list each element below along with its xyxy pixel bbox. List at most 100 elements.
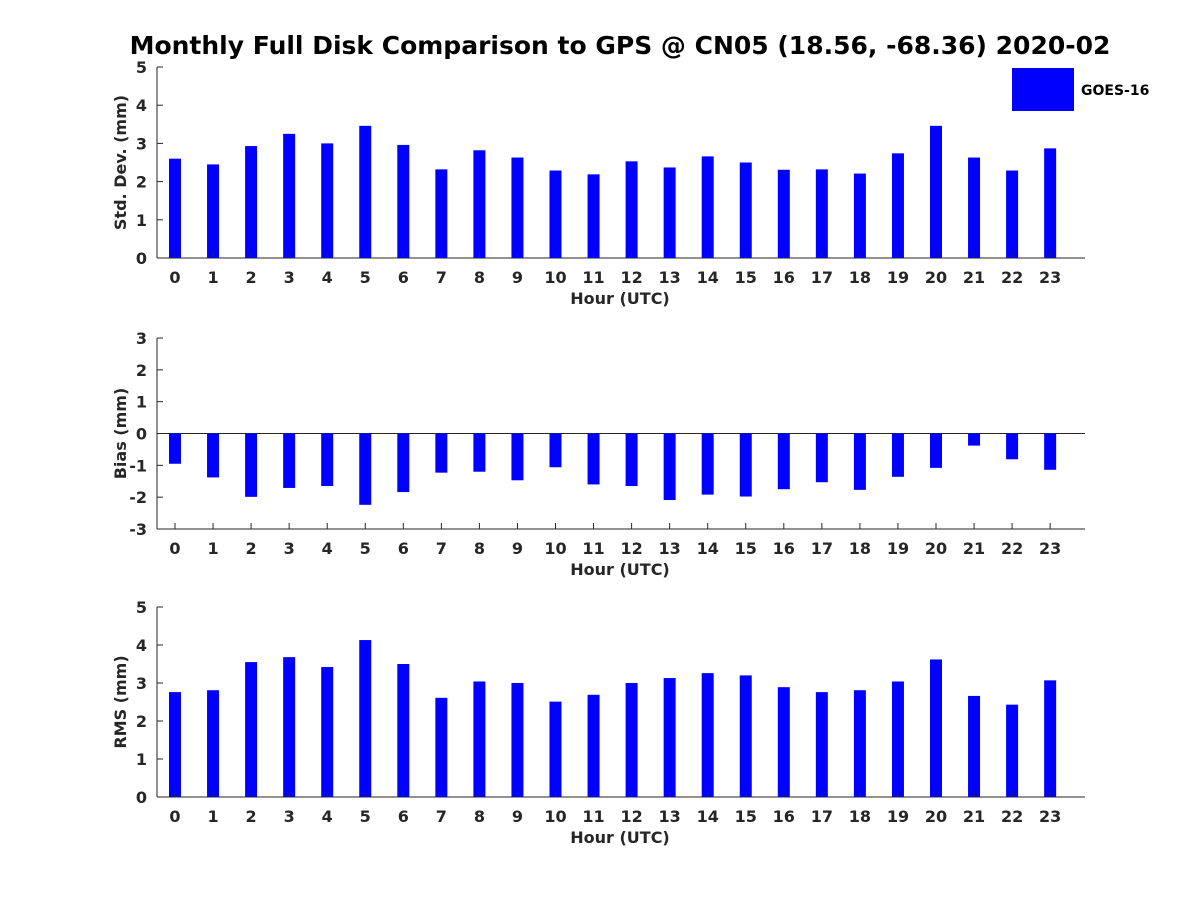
legend: GOES-16 [1012, 68, 1149, 111]
rms-x-tick-label: 17 [811, 807, 833, 826]
bias-bar-hour-14 [701, 433, 714, 495]
std-dev-y-axis-label: Std. Dev. (mm) [111, 95, 130, 230]
rms-x-tick-label: 23 [1039, 807, 1061, 826]
rms-bar-hour-20 [930, 659, 942, 797]
bias-x-tick-label: 1 [207, 539, 218, 558]
std-dev-bar-hour-1 [207, 164, 220, 258]
bias-x-tick-label: 23 [1039, 539, 1061, 558]
bias-bar-hour-10 [549, 433, 562, 468]
bias-bar-hour-1 [207, 433, 220, 478]
rms-bar-hour-14 [701, 673, 714, 797]
bias-x-tick-label: 7 [436, 539, 447, 558]
rms-bar-hour-10 [549, 701, 562, 797]
rms-x-tick-label: 4 [322, 807, 333, 826]
rms-y-tick-label: 1 [136, 750, 147, 769]
std-dev-x-tick-label: 23 [1039, 268, 1061, 287]
std-dev-bar-hour-6 [397, 144, 410, 258]
bias-bar-hour-4 [321, 433, 334, 487]
bias-x-tick-label: 6 [398, 539, 409, 558]
std-dev-bar-hour-10 [549, 170, 562, 258]
std-dev-bar-hour-0 [169, 158, 181, 258]
rms-x-tick-label: 7 [436, 807, 447, 826]
bias-x-tick-label: 16 [773, 539, 795, 558]
bias-bar-hour-13 [663, 433, 676, 501]
rms-x-tick-label: 0 [169, 807, 180, 826]
bias-bar-hour-15 [739, 433, 752, 497]
bias-x-tick-label: 8 [474, 539, 485, 558]
bias-bar-hour-5 [359, 433, 372, 505]
rms-x-tick-label: 3 [284, 807, 295, 826]
rms-x-tick-label: 9 [512, 807, 523, 826]
bias-x-tick-label: 15 [735, 539, 757, 558]
std-dev-x-tick-label: 12 [620, 268, 642, 287]
bias-x-axis-label: Hour (UTC) [570, 560, 670, 579]
rms-bar-hour-15 [739, 675, 752, 797]
std-dev-bar-hour-16 [777, 169, 790, 258]
bias-y-tick-label: -1 [129, 456, 147, 475]
rms-bar-hour-4 [321, 667, 334, 797]
rms-x-tick-label: 5 [360, 807, 371, 826]
bias-x-tick-label: 5 [360, 539, 371, 558]
std-dev-bar-hour-9 [511, 157, 524, 258]
figure-title: Monthly Full Disk Comparison to GPS @ CN… [130, 31, 1111, 60]
std-dev-bar-hour-14 [701, 156, 714, 258]
bias-x-tick-label: 11 [582, 539, 604, 558]
bias-x-tick-label: 3 [284, 539, 295, 558]
bias-y-tick-label: 0 [136, 425, 147, 444]
bias-bar-hour-18 [853, 433, 866, 490]
std-dev-bar-hour-3 [283, 133, 296, 258]
rms-x-tick-label: 2 [246, 807, 257, 826]
std-dev-y-tick-label: 1 [136, 211, 147, 230]
bias-x-tick-label: 9 [512, 539, 523, 558]
bias-bar-hour-21 [968, 433, 981, 446]
std-dev-bar-hour-13 [663, 167, 676, 258]
std-dev-bar-hour-17 [815, 169, 828, 258]
std-dev-y-tick-label: 3 [136, 134, 147, 153]
bias-x-tick-label: 18 [849, 539, 871, 558]
std-dev-bar-hour-4 [321, 143, 334, 258]
bias-bar-hour-19 [891, 433, 904, 477]
rms-bar-hour-11 [587, 694, 600, 797]
bias-x-tick-label: 20 [925, 539, 947, 558]
bias-x-tick-label: 10 [544, 539, 566, 558]
rms-bar-hour-3 [283, 657, 296, 797]
rms-bar-hour-18 [853, 690, 866, 797]
std-dev-bar-hour-18 [853, 173, 866, 258]
rms-x-tick-label: 8 [474, 807, 485, 826]
std-dev-y-tick-label: 5 [136, 58, 147, 77]
std-dev-x-tick-label: 9 [512, 268, 523, 287]
std-dev-x-tick-label: 19 [887, 268, 909, 287]
bias-bar-hour-16 [777, 433, 790, 490]
rms-x-tick-label: 14 [697, 807, 719, 826]
bias-y-tick-label: -3 [129, 520, 147, 539]
bias-x-tick-label: 21 [963, 539, 985, 558]
rms-bar-hour-8 [473, 681, 486, 797]
std-dev-x-tick-label: 5 [360, 268, 371, 287]
bias-bar-hour-12 [625, 433, 638, 487]
std-dev-x-tick-label: 11 [582, 268, 604, 287]
legend-swatch-goes-16 [1012, 68, 1074, 111]
rms-x-tick-label: 11 [582, 807, 604, 826]
rms-y-tick-label: 3 [136, 674, 147, 693]
std-dev-x-tick-label: 7 [436, 268, 447, 287]
std-dev-x-tick-label: 21 [963, 268, 985, 287]
bias-bar-hour-7 [435, 433, 448, 473]
bias-y-tick-label: -2 [129, 488, 147, 507]
bias-bar-hour-23 [1044, 433, 1057, 470]
bias-bar-hour-11 [587, 433, 600, 485]
rms-x-tick-label: 10 [544, 807, 566, 826]
rms-x-tick-label: 13 [659, 807, 681, 826]
bias-x-tick-label: 12 [620, 539, 642, 558]
std-dev-bar-hour-8 [473, 150, 486, 258]
std-dev-bar-hour-7 [435, 169, 448, 258]
std-dev-x-tick-label: 4 [322, 268, 333, 287]
std-dev-x-tick-label: 0 [169, 268, 180, 287]
std-dev-x-tick-label: 14 [697, 268, 719, 287]
std-dev-bar-hour-23 [1044, 148, 1057, 258]
rms-x-tick-label: 16 [773, 807, 795, 826]
rms-bar-hour-0 [169, 692, 181, 797]
bias-bar-hour-9 [511, 433, 524, 481]
std-dev-x-tick-label: 8 [474, 268, 485, 287]
rms-x-tick-label: 21 [963, 807, 985, 826]
bias-bar-hour-2 [245, 433, 258, 497]
